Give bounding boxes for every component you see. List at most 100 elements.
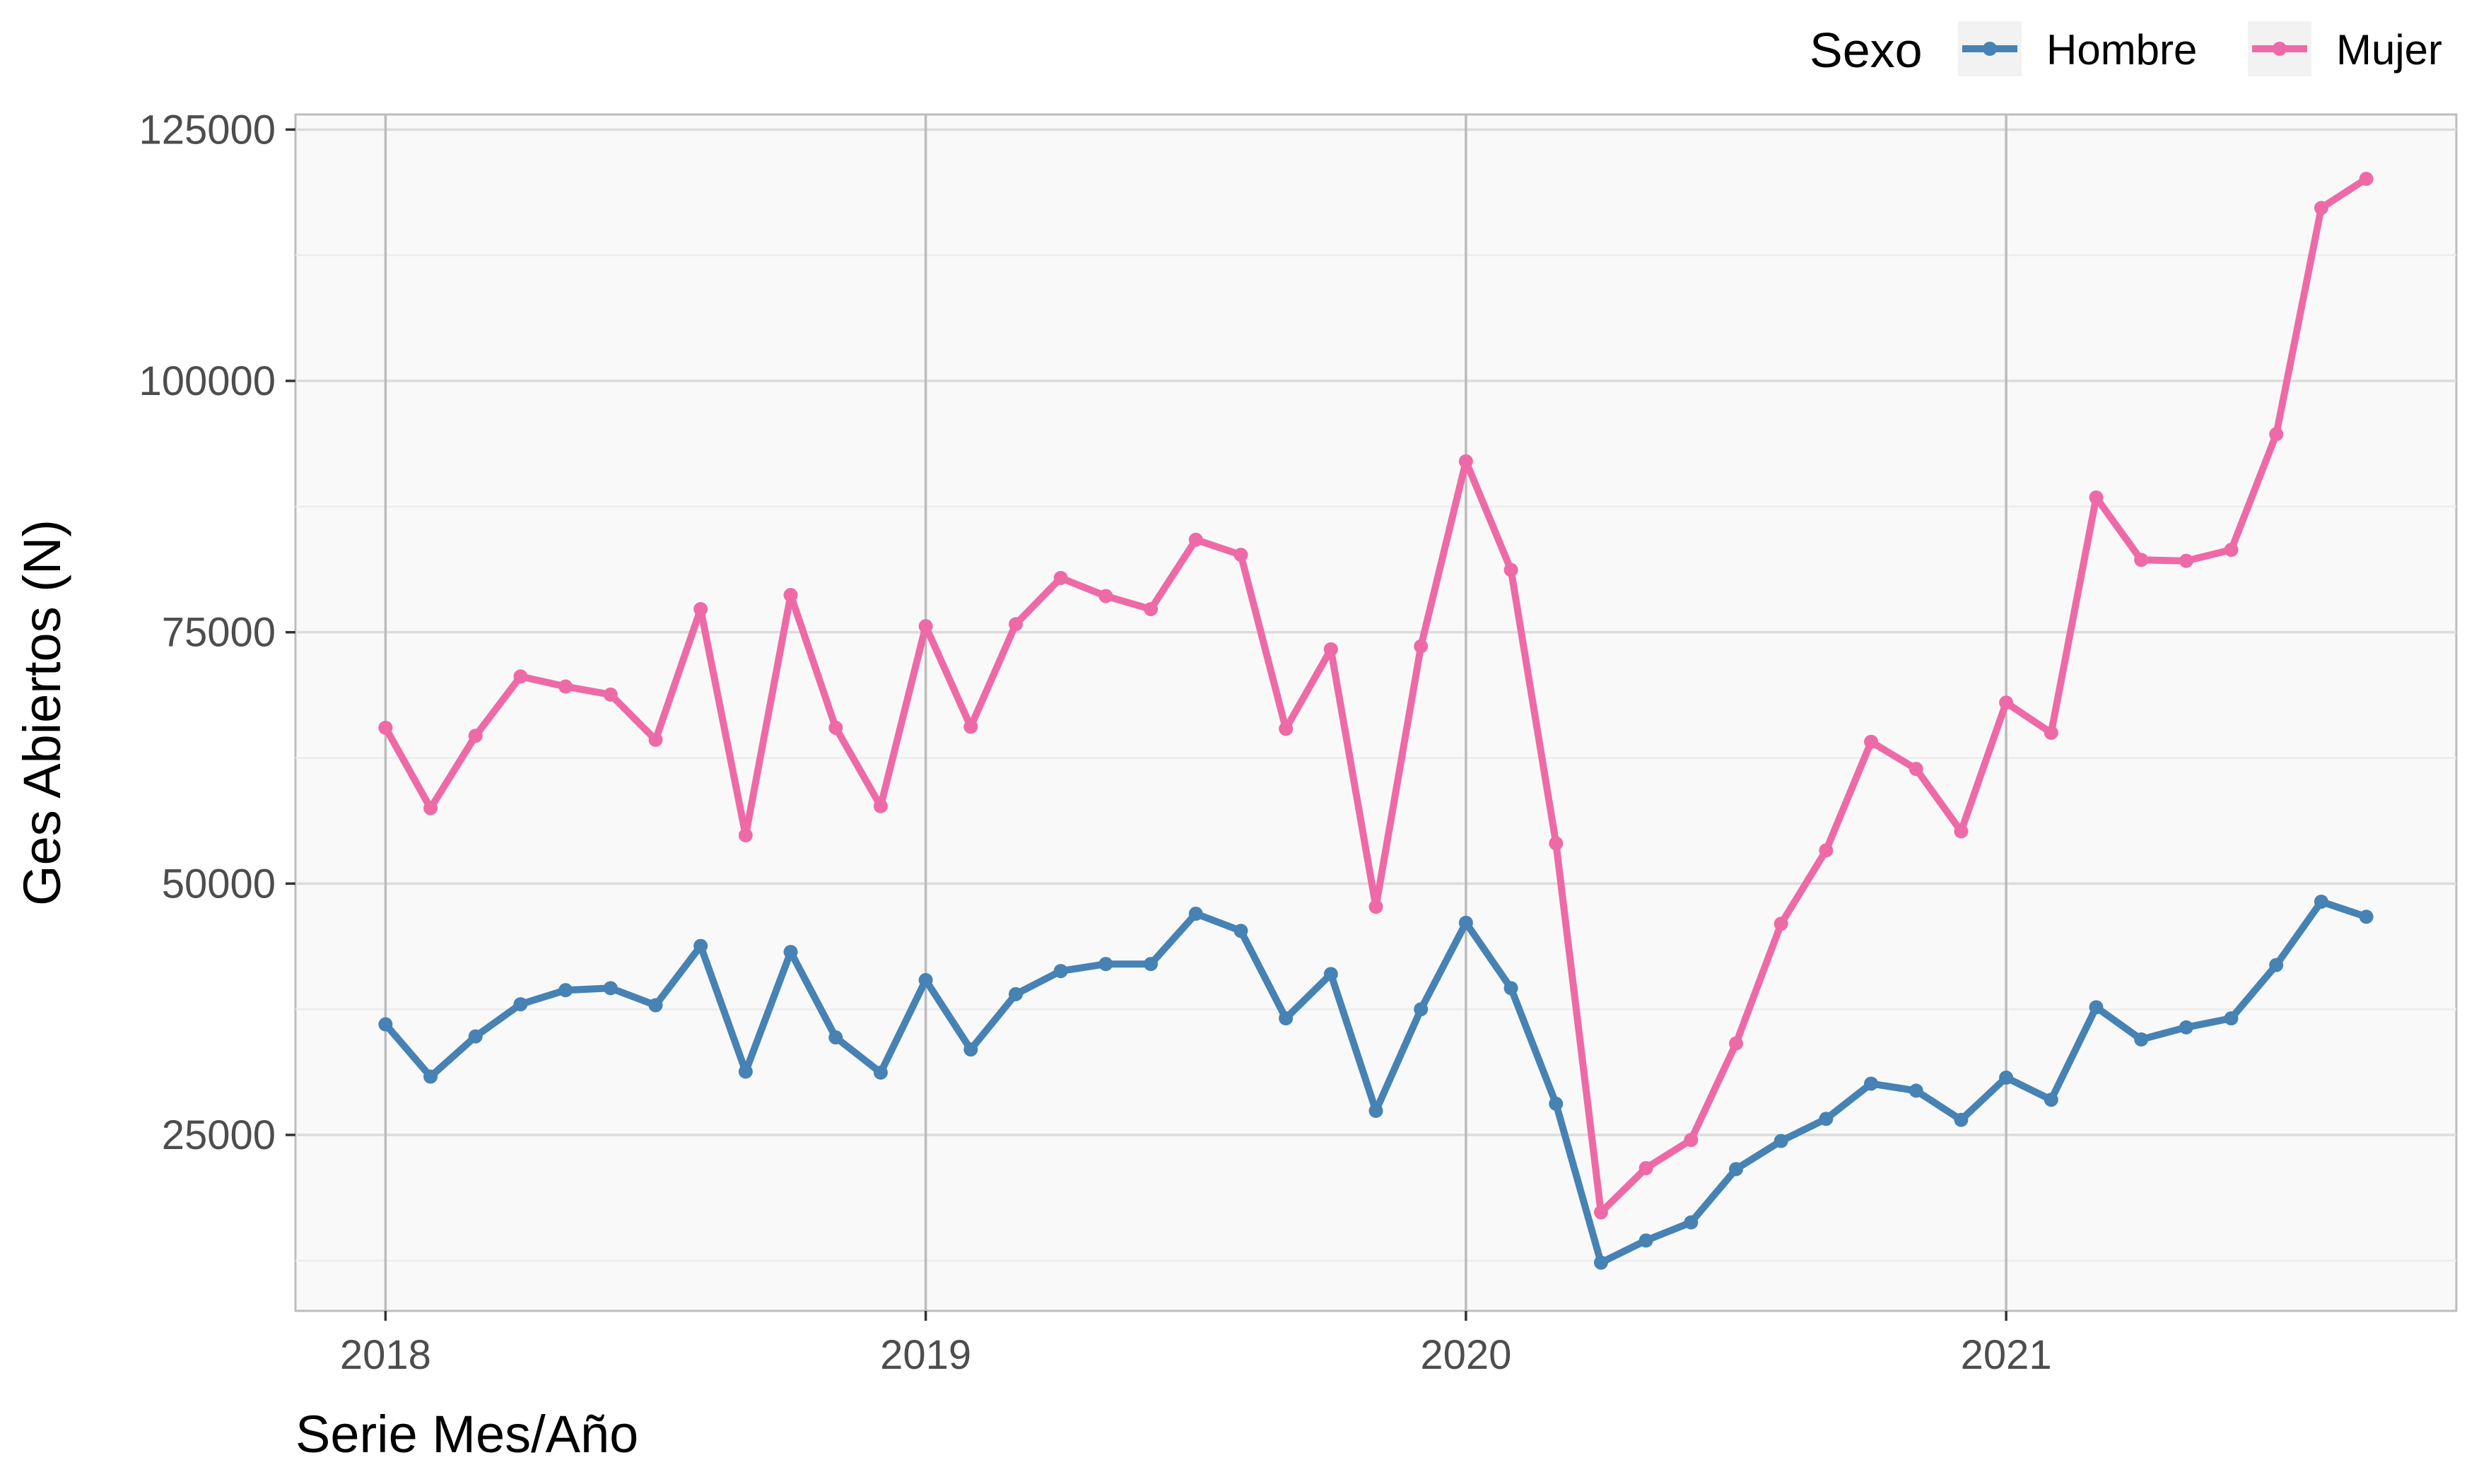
legend-title: Sexo — [1810, 23, 1923, 78]
data-point — [1368, 1103, 1383, 1118]
data-point — [1503, 563, 1518, 577]
series-layer — [378, 172, 2374, 1270]
data-point — [558, 983, 573, 998]
y-tick-label: 50000 — [162, 861, 276, 907]
data-point — [1053, 570, 1068, 585]
data-point — [2179, 553, 2193, 568]
data-point — [1458, 454, 1473, 469]
data-point — [1729, 1036, 1743, 1051]
data-point — [378, 1017, 393, 1032]
data-point — [1098, 589, 1113, 603]
data-point — [693, 938, 708, 953]
data-point — [513, 997, 528, 1012]
data-point — [603, 687, 618, 702]
data-point — [2314, 201, 2328, 216]
x-tick-label: 2019 — [880, 1332, 971, 1378]
data-point — [2224, 1011, 2239, 1025]
data-point — [1999, 1070, 2014, 1085]
data-point — [1188, 907, 1203, 921]
y-tick-label: 125000 — [139, 107, 276, 153]
data-point — [1729, 1162, 1743, 1177]
data-point — [1684, 1215, 1699, 1230]
data-point — [963, 1042, 978, 1057]
data-point — [2044, 725, 2058, 740]
data-point — [1458, 915, 1473, 930]
data-point — [1368, 900, 1383, 914]
axes-layer: 25000 50000 75000 100000 125000 2018 2019 2020 2… — [139, 107, 2051, 1378]
data-point — [2314, 894, 2328, 909]
legend: Sexo Hombre Mujer — [1810, 21, 2442, 78]
data-point — [648, 998, 663, 1013]
x-tick-label: 2018 — [340, 1332, 431, 1378]
data-point — [1098, 957, 1113, 972]
x-tick-label: 2020 — [1420, 1332, 1511, 1378]
data-point — [1819, 843, 1834, 858]
x-axis-title: Serie Mes/Año — [295, 1405, 638, 1464]
legend-key-point — [2273, 42, 2287, 56]
data-point — [1684, 1133, 1699, 1148]
legend-item-mujer: Mujer — [2248, 21, 2442, 76]
data-point — [1233, 548, 1248, 563]
data-point — [1774, 1133, 1788, 1148]
data-point — [1323, 967, 1338, 982]
y-tick-label: 75000 — [162, 610, 276, 656]
data-point — [2089, 1000, 2104, 1015]
data-point — [1549, 1096, 1564, 1111]
data-point — [2179, 1020, 2193, 1035]
series-mujer — [378, 172, 2374, 1220]
data-point — [918, 972, 933, 987]
data-point — [603, 981, 618, 996]
data-point — [963, 719, 978, 734]
data-point — [2359, 172, 2374, 187]
x-tick-label: 2021 — [1961, 1332, 2052, 1378]
legend-label: Mujer — [2336, 26, 2442, 73]
y-tick-label: 25000 — [162, 1112, 276, 1158]
data-point — [1909, 762, 1923, 777]
data-point — [2134, 1032, 2149, 1047]
data-point — [1233, 924, 1248, 938]
data-point — [2269, 958, 2284, 972]
legend-label: Hombre — [2046, 26, 2197, 73]
y-tick-label: 100000 — [139, 358, 276, 404]
data-point — [1414, 1002, 1429, 1017]
data-point — [1144, 601, 1159, 616]
data-point — [873, 799, 888, 813]
data-point — [828, 1030, 843, 1045]
data-point — [1053, 964, 1068, 979]
data-point — [693, 601, 708, 616]
data-point — [468, 1029, 483, 1044]
data-point — [1909, 1083, 1923, 1098]
data-point — [918, 619, 933, 634]
data-point — [783, 945, 798, 960]
data-point — [2044, 1093, 2058, 1107]
data-point — [1279, 722, 1294, 736]
data-point — [1503, 981, 1518, 996]
y-axis-title: Ges Abiertos (N) — [13, 519, 71, 906]
data-point — [378, 720, 393, 735]
data-point — [1638, 1160, 1653, 1175]
data-point — [1009, 987, 1023, 1001]
data-point — [2359, 909, 2374, 924]
data-point — [1593, 1255, 1608, 1270]
data-point — [1414, 639, 1429, 654]
data-point — [1009, 617, 1023, 632]
data-point — [1144, 957, 1159, 972]
data-point — [873, 1065, 888, 1080]
data-point — [468, 729, 483, 743]
data-point — [1819, 1112, 1834, 1126]
plot-panel — [294, 113, 2458, 1312]
data-point — [513, 669, 528, 684]
data-point — [1864, 734, 1879, 749]
data-point — [2224, 543, 2239, 558]
data-point — [738, 828, 753, 843]
data-point — [423, 801, 438, 815]
legend-key-point — [1983, 42, 1997, 56]
data-point — [1999, 695, 2014, 710]
data-point — [1638, 1233, 1653, 1248]
data-point — [1549, 836, 1564, 851]
data-point — [2089, 490, 2104, 505]
data-point — [738, 1064, 753, 1079]
data-point — [1323, 642, 1338, 656]
data-point — [2269, 427, 2284, 442]
